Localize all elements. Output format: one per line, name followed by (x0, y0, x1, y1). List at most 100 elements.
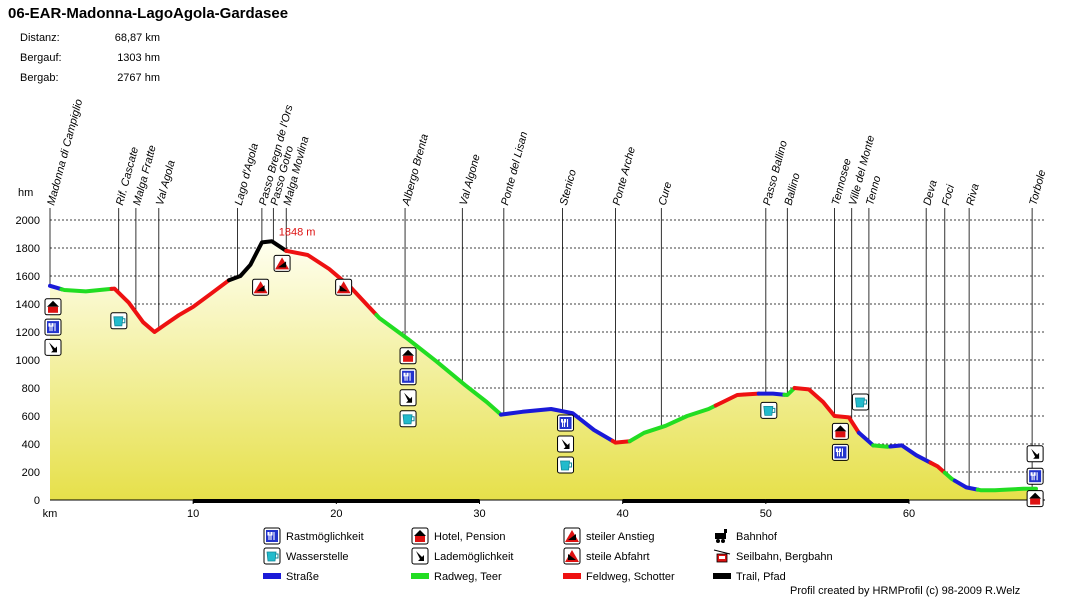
charge-icon (44, 338, 62, 356)
rest-icon (831, 443, 849, 461)
water-icon (760, 401, 778, 419)
waypoint-label: Riva (964, 182, 981, 206)
water-icon (851, 393, 869, 411)
charge-icon (557, 435, 575, 453)
waypoint-label: Albergo Brenta (400, 133, 431, 208)
rest-icon (1026, 467, 1044, 485)
waypoint-label: Stenico (558, 168, 579, 207)
water-icon (557, 456, 575, 474)
hotel-icon (831, 422, 849, 440)
profile-segment-gravel (109, 278, 231, 334)
profile-segment-gravel (610, 438, 632, 445)
water-icon (110, 312, 128, 330)
legend-label: Wasserstelle (286, 551, 349, 563)
legend-label: Radweg, Teer (434, 571, 502, 583)
rest-icon (44, 318, 62, 336)
page-title: 06-EAR-Madonna-LagoAgola-Gardasee (8, 5, 289, 22)
trail-icon (713, 573, 731, 579)
waypoint-label: Tenno (864, 175, 883, 207)
y-tick-label: 1400 (16, 299, 40, 311)
legend-label: Hotel, Pension (434, 531, 506, 543)
charge-icon (399, 389, 417, 407)
profile-segment-gravel (284, 248, 379, 317)
legend-label: Seilbahn, Bergbahn (736, 551, 833, 563)
waypoint-label: Torbole (1027, 169, 1048, 207)
waypoint-label: Val Agola (154, 159, 178, 207)
steep-down-icon (563, 547, 581, 565)
waypoint-label: Ponte del Lisan (499, 130, 530, 206)
elevation-area (50, 241, 1036, 501)
steep-up-icon (252, 278, 270, 296)
x-tick-label: 30 (473, 508, 485, 520)
gravel-icon (563, 573, 581, 579)
waypoint-label: Ponte Arche (611, 146, 638, 207)
trail-bar (622, 499, 766, 503)
profile-segment-road (952, 478, 980, 492)
profile-segment-road (499, 407, 615, 443)
profile-segment-gravel (928, 460, 947, 475)
y-tick-label: 0 (34, 495, 40, 507)
legend-label: Lademöglichkeit (434, 551, 514, 563)
legend-label: Bahnhof (736, 531, 778, 543)
waypoint-label: Foci (940, 183, 957, 207)
steep-down-icon (335, 278, 353, 296)
y-axis-label: hm (18, 187, 33, 199)
waypoint-label: Val Algone (458, 153, 483, 207)
hotel-icon (44, 298, 62, 316)
water-icon (263, 547, 281, 565)
max-elevation-label: 1848 m (279, 226, 316, 238)
x-axis-label: km (43, 508, 58, 520)
profile-segment-bikepath (374, 312, 503, 417)
steep-up-icon (563, 527, 581, 545)
profile-segment-bikepath (627, 403, 718, 444)
hotel-icon (411, 527, 429, 545)
x-tick-label: 50 (760, 508, 772, 520)
hotel-icon (399, 347, 417, 365)
legend-label: Trail, Pfad (736, 571, 786, 583)
bikepath-icon (411, 573, 429, 579)
y-tick-label: 1800 (16, 243, 40, 255)
y-tick-label: 600 (22, 411, 40, 423)
charge-icon (411, 547, 429, 565)
y-tick-label: 2000 (16, 215, 40, 227)
y-tick-label: 800 (22, 383, 40, 395)
legend-label: Rastmöglichkeit (286, 531, 364, 543)
charge-icon (1026, 445, 1044, 463)
y-tick-label: 200 (22, 467, 40, 479)
trail-bar (765, 499, 909, 503)
rest-icon (399, 368, 417, 386)
y-tick-label: 1200 (16, 327, 40, 339)
x-tick-label: 40 (617, 508, 629, 520)
rest-icon (557, 414, 575, 432)
road-icon (263, 573, 281, 579)
profile-segment-gravel (713, 392, 747, 408)
y-tick-label: 1000 (16, 355, 40, 367)
x-tick-label: 20 (330, 508, 342, 520)
ascent-value: 1303 hm (117, 52, 160, 64)
profile-segment-gravel (792, 386, 861, 435)
profile-segment-bikepath (59, 286, 114, 294)
x-tick-label: 10 (187, 508, 199, 520)
waypoint-label: Madonna di Campiglio (45, 98, 85, 207)
x-tick-label: 60 (903, 508, 915, 520)
profile-segment-road (856, 430, 876, 448)
profile-segment-trail (227, 239, 289, 283)
ascent-label: Bergauf: (20, 52, 62, 64)
waypoint-label: Ballino (783, 172, 803, 207)
profile-segment-bikepath (975, 486, 1038, 493)
train-icon (715, 529, 727, 543)
distance-value: 68,87 km (114, 32, 160, 44)
waypoint-label: Lago d'Agola (233, 142, 261, 207)
rest-icon (263, 527, 281, 545)
legend-label: Straße (286, 571, 319, 583)
cable-icon (713, 549, 731, 563)
y-tick-label: 400 (22, 439, 40, 451)
credit-text: Profil created by HRMProfil (c) 98-2009 … (790, 585, 1021, 597)
legend-label: Feldweg, Schotter (586, 571, 675, 583)
steep-up-icon (273, 254, 291, 272)
profile-segment-bikepath (782, 386, 797, 397)
legend-label: steiler Anstieg (586, 531, 654, 543)
waypoint-label: Deva (921, 179, 939, 207)
waypoint-label: Cure (657, 181, 675, 207)
